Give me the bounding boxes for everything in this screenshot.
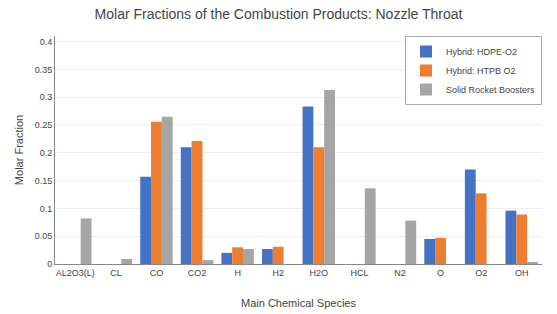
- svg-text:0.4: 0.4: [40, 37, 53, 47]
- svg-text:H2O: H2O: [310, 268, 329, 278]
- svg-text:OH: OH: [515, 268, 529, 278]
- svg-text:CO: CO: [150, 268, 164, 278]
- svg-text:0.15: 0.15: [35, 176, 53, 186]
- svg-text:Hybrid: HDPE-O2: Hybrid: HDPE-O2: [446, 47, 517, 57]
- svg-text:0.3: 0.3: [40, 92, 53, 102]
- svg-text:N2: N2: [394, 268, 406, 278]
- svg-text:0.25: 0.25: [35, 120, 53, 130]
- svg-text:CO2: CO2: [188, 268, 207, 278]
- svg-text:HCL: HCL: [350, 268, 368, 278]
- svg-text:AL2O3(L): AL2O3(L): [56, 268, 95, 278]
- svg-text:Hybrid: HTPB O2: Hybrid: HTPB O2: [446, 66, 516, 76]
- svg-text:0.2: 0.2: [40, 148, 53, 158]
- svg-text:0.05: 0.05: [35, 231, 53, 241]
- svg-text:Solid Rocket Boosters: Solid Rocket Boosters: [446, 85, 535, 95]
- svg-text:Main Chemical Species: Main Chemical Species: [241, 297, 356, 309]
- svg-text:0: 0: [47, 259, 52, 269]
- svg-text:H: H: [234, 268, 241, 278]
- svg-text:H2: H2: [272, 268, 284, 278]
- svg-text:0.1: 0.1: [40, 204, 53, 214]
- svg-text:CL: CL: [110, 268, 122, 278]
- svg-text:Molar Fractions of the Combust: Molar Fractions of the Combustion Produc…: [95, 6, 463, 22]
- svg-text:O2: O2: [475, 268, 487, 278]
- svg-text:0.35: 0.35: [35, 65, 53, 75]
- svg-text:Molar Fraction: Molar Fraction: [13, 115, 25, 185]
- svg-text:O: O: [437, 268, 444, 278]
